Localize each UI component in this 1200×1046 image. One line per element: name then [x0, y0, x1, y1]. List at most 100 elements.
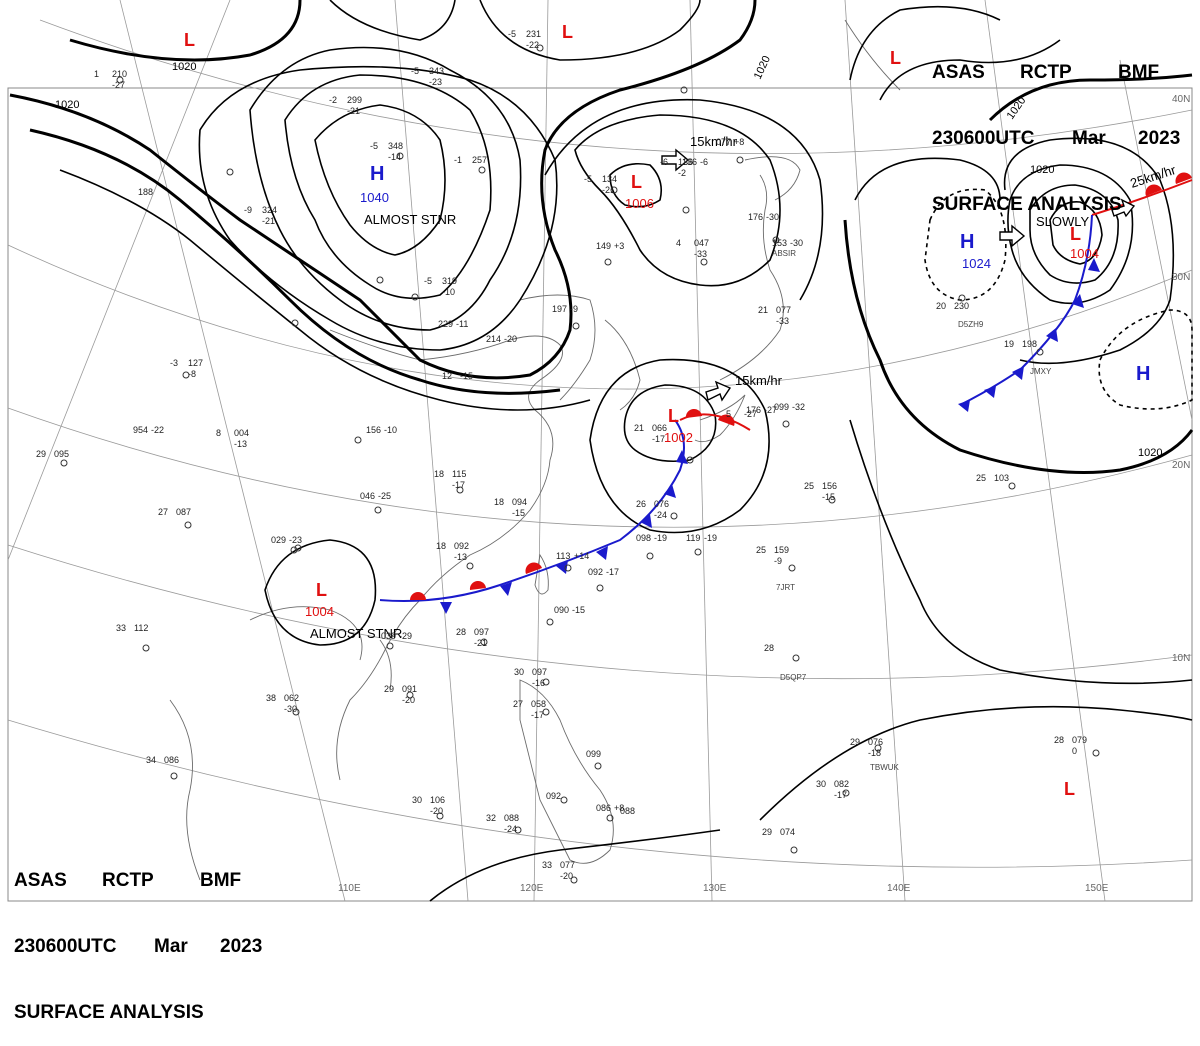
station-plot: 38 062-30: [266, 693, 299, 714]
station-value: 156: [366, 425, 381, 435]
station-value: 039: [381, 631, 396, 641]
station-value: -33: [776, 316, 789, 326]
station-value: +14: [574, 551, 589, 561]
hainan: [379, 639, 392, 691]
station-value: 198: [1022, 339, 1037, 349]
station-value: -20: [504, 334, 517, 344]
station-value: 046: [360, 491, 375, 501]
station-value: 087: [176, 507, 191, 517]
header-time: 230600UTC: [14, 936, 117, 957]
station-value: -15: [822, 492, 835, 502]
station-value: -13: [454, 552, 467, 562]
station-value: -8: [188, 369, 196, 379]
isobar-h3: [314, 104, 446, 256]
station-value: 091: [402, 684, 417, 694]
station-value: 119: [686, 533, 700, 543]
station-plot: 188: [138, 187, 153, 197]
station-value: 4: [676, 238, 681, 248]
station-plot: 34 086: [146, 755, 179, 765]
isobar-n1: [479, 0, 701, 61]
station-value: 214: [486, 334, 501, 344]
parallel-20n: [7, 407, 1193, 528]
isobar-l3: [264, 539, 377, 646]
header-agency: RCTP: [102, 870, 154, 891]
station-value: 1: [94, 69, 99, 79]
station-plot: 30 082-17: [816, 779, 849, 800]
station-plot: 28 097-21: [456, 627, 489, 648]
station-plot: 119 -19: [686, 533, 717, 543]
isobar-w3: [59, 169, 591, 411]
station-value: -17: [834, 790, 847, 800]
station-value: -5: [508, 29, 516, 39]
isobar-se1: [759, 705, 1193, 821]
station-plot: -3 127-8: [170, 358, 203, 379]
meridian-140e: [844, 0, 906, 902]
isobar-1020-ne: [988, 73, 1193, 122]
station-value: -17: [452, 480, 465, 490]
isobar-1020-e: [843, 219, 1194, 474]
station-value: -27: [764, 405, 777, 415]
station-value: 136: [682, 157, 697, 167]
station-value: +8: [734, 137, 744, 147]
isobar-label: 1020: [55, 99, 79, 111]
taiwan: [534, 553, 549, 595]
station-value: 5: [726, 409, 731, 419]
isobar-l2: [623, 384, 717, 463]
low-marker: L: [1070, 224, 1081, 244]
station-plot: 25 103: [976, 473, 1009, 483]
station-value: 156: [822, 481, 837, 491]
station-plot: 046 -25: [360, 491, 391, 501]
header-center: ASAS: [14, 870, 67, 891]
station-value: 115: [452, 469, 466, 479]
station-value: 090: [554, 605, 569, 615]
station-plot: 092 -17: [588, 567, 619, 577]
ship-id: TBWUK: [870, 763, 900, 772]
station-plot: 176 -30: [748, 212, 779, 222]
ship-id: JMXY: [1030, 367, 1052, 376]
station-value: -17: [531, 710, 544, 720]
station-plot: 33 112: [116, 623, 148, 633]
korea-bay: [519, 294, 596, 401]
station-value: 348: [388, 141, 403, 151]
station-value: +8: [614, 803, 624, 813]
station-value: -1: [454, 155, 462, 165]
station-plot: 19 198: [1004, 339, 1037, 349]
malay-coast: [169, 699, 201, 881]
station-plot: 12 -15: [442, 371, 473, 381]
motion-label: 15km/hr: [735, 373, 783, 388]
station-value: 112: [134, 623, 148, 633]
station-plot: 099: [586, 749, 601, 759]
station-plot: 29 095: [36, 449, 69, 459]
station-value: -21: [474, 638, 487, 648]
header-product: SURFACE ANALYSIS: [14, 1002, 204, 1023]
station-plot: 29 091-20: [384, 684, 417, 705]
lon-label: 110E: [338, 883, 361, 894]
isobar-1020-main: [9, 0, 757, 380]
ship-id: D5QP7: [780, 673, 807, 682]
station-value: 092: [546, 791, 561, 801]
station-plot: 092: [546, 791, 561, 801]
station-plot: 1 210-27: [94, 69, 127, 90]
station-value: -29: [399, 631, 412, 641]
station-value: 231: [526, 29, 541, 39]
station-value: 27: [158, 507, 168, 517]
station-value: 088: [620, 806, 635, 816]
low-marker: L: [631, 172, 642, 192]
fronts: [379, 172, 1193, 614]
station-value: -20: [560, 871, 573, 881]
isobar-h-east-dashed: [1098, 309, 1193, 410]
lat-label: 30N: [1172, 272, 1190, 283]
lon-label: 120E: [520, 883, 544, 894]
station-value: 343: [429, 66, 444, 76]
station-value: +3: [614, 241, 624, 251]
coastlines: [169, 19, 901, 881]
station-plot: 136 -6: [682, 157, 708, 167]
lon-label: 130E: [703, 883, 727, 894]
station-value: -22: [526, 40, 539, 50]
meridian-100e: [7, 0, 231, 561]
grid-labels: 40N 30N 20N 10N 110E 120E 130E 140E 150E: [338, 94, 1190, 894]
station-value: 159: [774, 545, 789, 555]
station-plot: 8 004-13: [216, 428, 249, 449]
header-code: BMF: [1118, 62, 1160, 83]
station-value: 18: [436, 541, 446, 551]
